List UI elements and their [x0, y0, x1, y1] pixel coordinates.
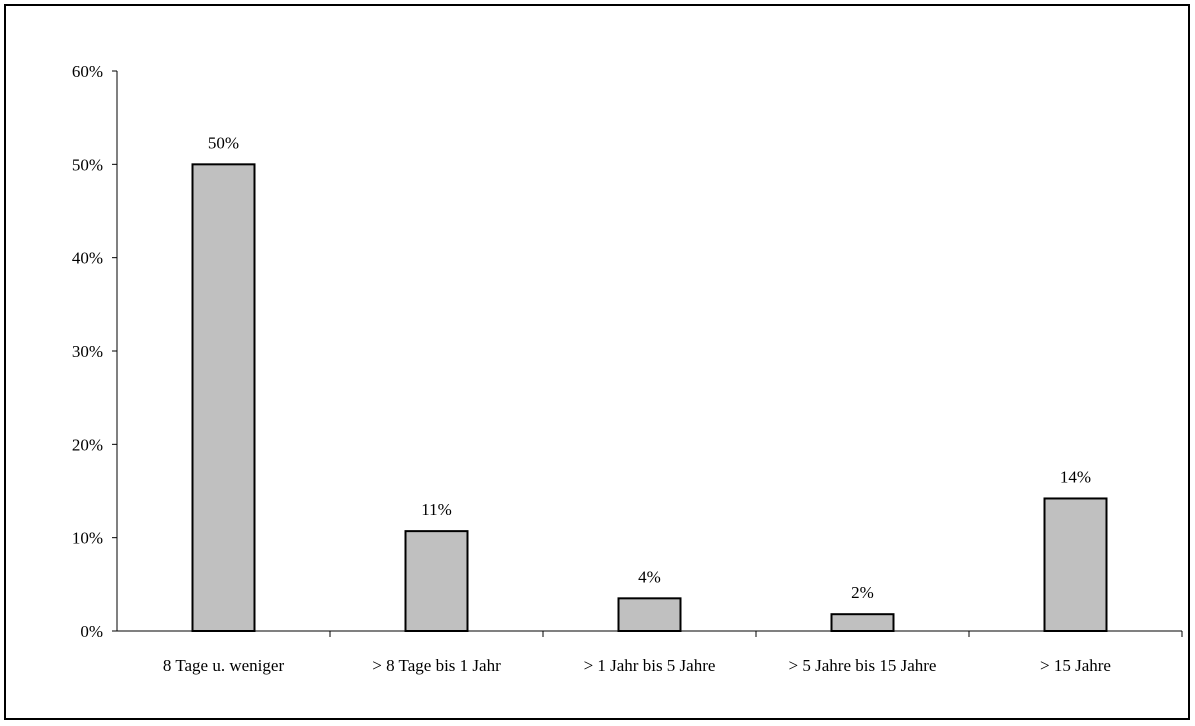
y-tick-label: 60%	[72, 62, 103, 81]
data-label: 14%	[1060, 467, 1091, 486]
x-category-label: 8 Tage u. weniger	[163, 656, 285, 675]
bar	[1043, 497, 1108, 633]
data-label: 50%	[208, 133, 239, 152]
y-tick-label: 20%	[72, 435, 103, 454]
axes	[112, 70, 1183, 637]
bar	[617, 597, 682, 632]
data-label: 4%	[638, 567, 661, 586]
y-tick-label: 30%	[72, 342, 103, 361]
x-category-label: > 15 Jahre	[1040, 656, 1111, 675]
bars	[191, 163, 1108, 633]
y-tick-label: 0%	[80, 622, 103, 641]
y-tick-label: 40%	[72, 249, 103, 268]
y-tick-label: 10%	[72, 529, 103, 548]
data-label: 11%	[421, 500, 452, 519]
data-label: 2%	[851, 583, 874, 602]
bar	[404, 530, 469, 633]
bar	[830, 613, 895, 633]
x-category-label: > 5 Jahre bis 15 Jahre	[789, 656, 937, 675]
y-tick-label: 50%	[72, 155, 103, 174]
bar	[191, 163, 256, 632]
labels: 0% 10% 20% 30% 40% 50% 60% 50% 8 Tage u. weniger…	[72, 62, 1111, 675]
x-category-label: > 8 Tage bis 1 Jahr	[372, 656, 501, 675]
x-category-label: > 1 Jahr bis 5 Jahre	[584, 656, 716, 675]
